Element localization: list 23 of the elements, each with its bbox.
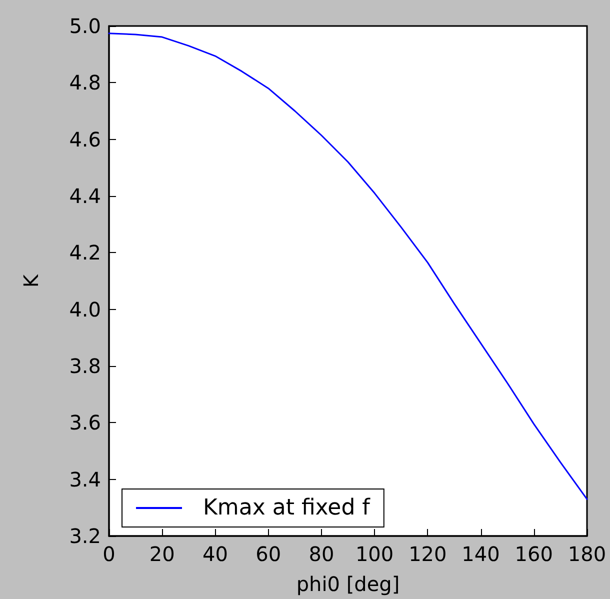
x-tick-label: 60 [256, 542, 282, 566]
x-tick-label: 40 [202, 542, 228, 566]
x-tick-label: 20 [149, 542, 175, 566]
y-tick-label: 3.4 [69, 467, 101, 492]
x-tick-label: 140 [462, 542, 500, 566]
y-tick-label: 3.6 [69, 410, 101, 435]
x-tick-label: 0 [102, 542, 116, 566]
y-tick-label: 3.8 [69, 354, 101, 378]
y-axis-title: K [19, 274, 43, 288]
y-tick-label: 4.8 [69, 70, 101, 95]
x-tick-label: 180 [568, 542, 606, 566]
y-tick-label: 5.0 [69, 14, 101, 38]
x-axis-title: phi0 [deg] [296, 572, 400, 596]
x-tick-label: 80 [308, 542, 334, 566]
legend-label: Kmax at fixed f [203, 496, 372, 520]
x-tick-label: 160 [514, 542, 553, 566]
y-tick-label: 4.2 [69, 240, 101, 265]
y-tick-label: 4.6 [69, 127, 101, 152]
x-tick-label: 120 [408, 542, 447, 566]
y-tick-label: 4.4 [69, 184, 101, 208]
x-tick-label: 100 [355, 542, 394, 566]
y-tick-label: 4.0 [69, 297, 101, 322]
y-tick-label: 3.2 [69, 524, 101, 548]
